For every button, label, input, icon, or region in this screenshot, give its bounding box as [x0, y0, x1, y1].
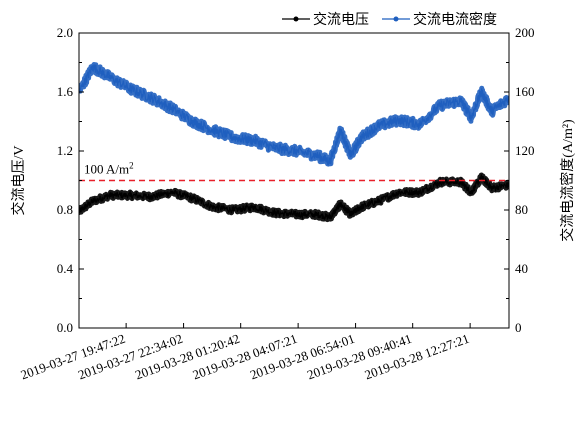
- data-point: [108, 75, 112, 79]
- y-left-tick-label: 2.0: [57, 25, 73, 40]
- legend-swatch-marker: [293, 16, 299, 22]
- data-point: [252, 139, 256, 143]
- data-point: [108, 193, 112, 197]
- y-right-axis-title: 交流电流密度(A/m²): [559, 119, 576, 242]
- y-left-tick-label: 0.4: [57, 261, 74, 276]
- data-point: [359, 136, 363, 140]
- legend-swatch-marker: [393, 16, 399, 22]
- data-point: [149, 195, 153, 199]
- legend-label: 交流电压: [313, 11, 369, 28]
- data-point: [294, 212, 298, 216]
- threshold-label-sup: 2: [129, 161, 134, 171]
- y-right-tick-label: 0: [515, 320, 522, 335]
- data-point: [211, 128, 215, 132]
- legend: 交流电压 交流电流密度: [282, 11, 497, 28]
- data-point: [328, 215, 332, 219]
- data-point: [418, 122, 422, 127]
- data-point: [170, 106, 174, 110]
- data-point: [129, 193, 133, 197]
- y-left-tick-label: 1.2: [57, 143, 73, 158]
- series-layer: [79, 62, 509, 223]
- legend-entry: 交流电流密度: [382, 11, 497, 28]
- data-point: [376, 199, 380, 203]
- data-point: [376, 124, 380, 128]
- data-point: [349, 212, 353, 216]
- legend-label: 交流电流密度: [413, 11, 497, 28]
- data-point: [273, 146, 277, 150]
- data-point: [338, 202, 342, 206]
- data-point: [91, 65, 95, 69]
- data-point: [469, 115, 473, 119]
- y-right-tick-label: 160: [515, 84, 535, 99]
- y-left-axis-title: 交流电压/V: [10, 146, 27, 216]
- data-point: [149, 96, 153, 100]
- data-point: [273, 211, 277, 215]
- data-point: [359, 205, 363, 209]
- data-point: [91, 199, 95, 203]
- data-point: [490, 109, 494, 113]
- data-point: [438, 103, 442, 107]
- y-left-tick-label: 0.0: [57, 320, 73, 335]
- data-point: [252, 205, 256, 209]
- data-point: [232, 208, 236, 212]
- data-point: [314, 212, 318, 216]
- data-point: [294, 149, 298, 153]
- legend-entry: 交流电压: [282, 11, 369, 28]
- data-point: [338, 128, 342, 132]
- data-point: [129, 87, 133, 91]
- y-right-tick-label: 200: [515, 25, 535, 40]
- data-point: [190, 119, 195, 124]
- threshold-label-main: 100 A/m: [84, 162, 129, 177]
- data-point: [479, 176, 484, 180]
- y-right-tick-label: 80: [515, 202, 528, 217]
- data-point: [459, 99, 463, 103]
- y-right-tick-label: 120: [515, 143, 535, 158]
- y-left-tick-label: 0.8: [57, 202, 73, 217]
- data-point: [469, 190, 473, 194]
- data-point: [190, 196, 195, 200]
- y-left-tick-label: 1.6: [57, 84, 74, 99]
- data-point: [211, 205, 215, 209]
- data-point: [232, 136, 236, 140]
- series-current-density: [79, 62, 509, 167]
- data-point: [418, 190, 422, 194]
- data-point: [490, 186, 494, 190]
- series-line: [79, 174, 509, 221]
- data-point: [328, 159, 332, 163]
- threshold-label: 100 A/m2: [84, 161, 134, 177]
- series-line: [79, 64, 509, 166]
- data-point: [479, 90, 484, 94]
- data-point: [397, 118, 401, 122]
- y-right-tick-label: 40: [515, 261, 528, 276]
- data-point: [397, 190, 401, 194]
- annotation-layer: 100 A/m2: [79, 161, 509, 182]
- data-point: [170, 190, 174, 194]
- data-point: [349, 153, 353, 157]
- data-point: [314, 153, 318, 157]
- series-voltage: [79, 172, 509, 223]
